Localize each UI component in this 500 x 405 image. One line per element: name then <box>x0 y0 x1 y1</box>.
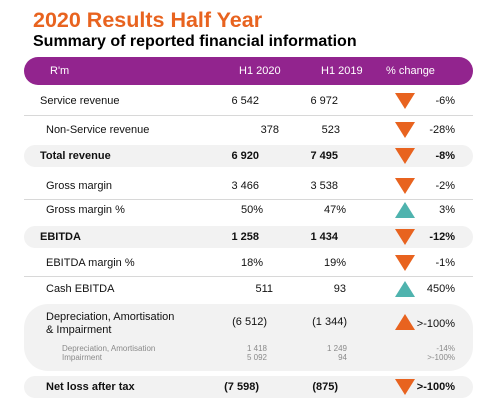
sub-change-value: >-100% <box>427 353 455 362</box>
table-row-total: Total revenue 6 920 7 495 -8% <box>24 145 473 167</box>
h1-2019-value: 47% <box>323 204 346 216</box>
change-header: % change <box>386 65 435 77</box>
change-value: >-100% <box>416 381 455 393</box>
sub-h1-2019-value: 1 249 <box>326 344 347 353</box>
unit-header: R'm <box>50 65 70 77</box>
h1-2020-value: 18% <box>240 257 263 269</box>
down-triangle-icon <box>395 178 415 194</box>
change-value: 3% <box>439 204 455 216</box>
up-triangle-icon <box>395 281 415 297</box>
change-value: -2% <box>435 180 455 192</box>
change-value: -1% <box>435 257 455 269</box>
change-value: >-100% <box>416 318 455 330</box>
h1-2020-value: (7 598) <box>224 381 259 393</box>
page-title: 2020 Results Half Year <box>33 8 263 32</box>
sub-change-value: -14% <box>436 344 455 353</box>
h1-2019-value: 19% <box>323 257 346 269</box>
table-row-total: Net loss after tax (7 598) (875) >-100% <box>24 376 473 398</box>
h1-2020-value: 6 542 <box>231 95 259 107</box>
change-value: 450% <box>426 283 455 295</box>
down-triangle-icon <box>395 93 415 109</box>
h1-2020-value: 1 258 <box>231 231 259 243</box>
table-row: Gross margin % 50% 47% 3% <box>24 199 473 221</box>
row-label-line2: & Impairment <box>46 324 112 336</box>
h1-2019-value: 6 972 <box>310 95 338 107</box>
h1-2019-value: 523 <box>321 124 340 136</box>
table-header: R'm H1 2020 H1 2019 % change <box>24 57 473 85</box>
up-triangle-icon <box>395 202 415 218</box>
h1-2019-header: H1 2019 <box>321 65 363 77</box>
down-triangle-icon <box>395 229 415 245</box>
divider <box>24 276 473 277</box>
depreciation-block: Depreciation, Amortisation & Impairment … <box>24 304 473 371</box>
row-label: Cash EBITDA <box>46 283 115 295</box>
table-row: EBITDA margin % 18% 19% -1% <box>24 252 473 274</box>
sub-h1-2020-value: 1 418 <box>246 344 267 353</box>
change-value: -6% <box>435 95 455 107</box>
h1-2019-value: 3 538 <box>310 180 338 192</box>
h1-2019-value: (875) <box>312 381 338 393</box>
row-label: Gross margin <box>46 180 113 192</box>
change-value: -12% <box>429 231 455 243</box>
table-row: Gross margin 3 466 3 538 -2% <box>24 175 473 197</box>
down-triangle-icon <box>395 148 415 164</box>
h1-2019-value: 93 <box>333 283 346 295</box>
table-row-total: EBITDA 1 258 1 434 -12% <box>24 226 473 248</box>
row-label: Non-Service revenue <box>46 124 150 136</box>
row-label: Net loss after tax <box>46 381 135 393</box>
page-subtitle: Summary of reported financial informatio… <box>33 33 357 50</box>
h1-2020-value: 50% <box>240 204 263 216</box>
row-label: Service revenue <box>40 95 120 107</box>
row-label: EBITDA margin % <box>46 257 135 269</box>
up-triangle-icon <box>395 314 415 330</box>
row-label: Total revenue <box>40 150 111 162</box>
h1-2020-value: 511 <box>255 283 273 295</box>
h1-2020-value: 378 <box>260 124 279 136</box>
sub-h1-2020-value: 5 092 <box>246 353 267 362</box>
down-triangle-icon <box>395 379 415 395</box>
row-label: Depreciation, Amortisation <box>46 311 175 323</box>
sub-row-label: Impairment <box>62 353 103 362</box>
h1-2019-value: (1 344) <box>312 316 347 328</box>
h1-2020-value: 6 920 <box>231 150 259 162</box>
down-triangle-icon <box>395 122 415 138</box>
sub-row-label: Depreciation, Amortisation <box>62 344 156 353</box>
divider <box>24 115 473 116</box>
change-value: -28% <box>429 124 455 136</box>
table-row: Cash EBITDA 511 93 450% <box>24 278 473 300</box>
sub-h1-2019-value: 94 <box>338 353 347 362</box>
down-triangle-icon <box>395 255 415 271</box>
h1-2020-value: 3 466 <box>231 180 259 192</box>
h1-2019-value: 7 495 <box>310 150 338 162</box>
table-row: Service revenue 6 542 6 972 -6% <box>24 90 473 112</box>
row-label: EBITDA <box>40 231 81 243</box>
h1-2019-value: 1 434 <box>310 231 338 243</box>
row-label: Gross margin % <box>46 204 125 216</box>
change-value: -8% <box>435 150 455 162</box>
h1-2020-value: (6 512) <box>232 316 267 328</box>
divider <box>24 199 473 200</box>
table-row: Non-Service revenue 378 523 -28% <box>24 119 473 141</box>
h1-2020-header: H1 2020 <box>239 65 281 77</box>
